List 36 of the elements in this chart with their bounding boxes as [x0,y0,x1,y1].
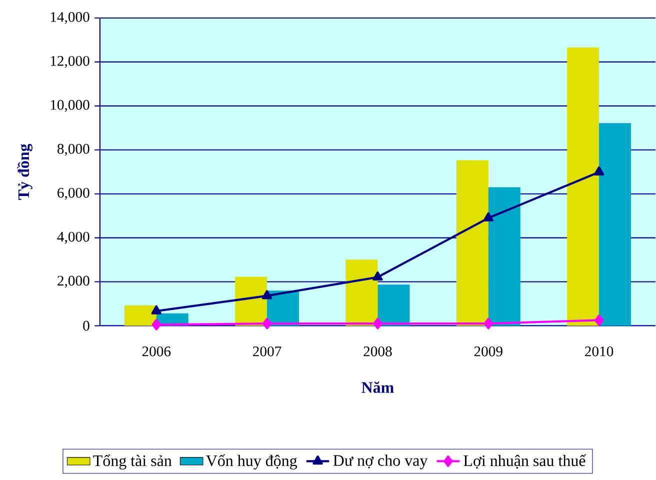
y-tick-label: 6,000 [58,188,90,200]
bar [378,284,410,326]
point [262,290,272,300]
x-tick-label: 2006 [142,346,171,357]
y-tick-label: 4,000 [57,232,90,244]
point [594,166,604,176]
point [262,318,272,330]
bar [346,260,378,326]
y-tick-label: 2,000 [58,276,90,288]
x-tick-label: 2007 [253,346,282,357]
point [151,305,162,315]
legend-label: Lợi nhuận sau thuế [464,454,586,469]
bar [456,160,488,326]
x-tick-label: 2010 [585,346,614,357]
bar [567,48,600,326]
y-tick-label: 14,000 [50,12,90,24]
legend-label: Vốn huy động [206,454,298,470]
point [372,272,383,281]
bar [599,123,631,326]
y-axis-title: Tỷ đồng [17,144,32,200]
y-tick-label: 0 [83,320,90,331]
bar [124,306,156,326]
legend-label: Tổng tài sản [93,454,172,470]
y-tick-label: 12,000 [50,56,90,68]
point [484,318,493,330]
legend-label: Dư nợ cho vay [333,454,428,470]
y-tick-label: 10,000 [50,100,90,112]
point [373,318,382,330]
point [152,319,161,331]
point [594,314,604,326]
point [483,212,494,222]
bar [488,187,520,326]
x-tick-label: 2008 [364,346,392,357]
x-axis-title: Năm [362,382,394,394]
y-tick-label: 8,000 [57,144,90,156]
x-tick-label: 2009 [474,346,502,357]
